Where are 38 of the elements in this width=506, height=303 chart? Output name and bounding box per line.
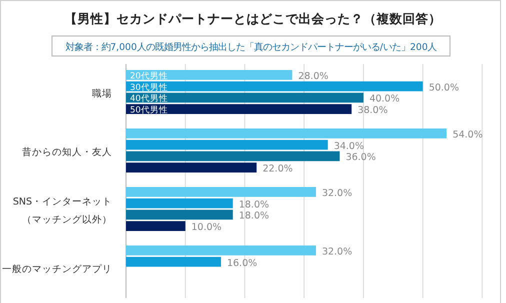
- y-tick-label: 一般のマッチングアプリ: [2, 262, 112, 275]
- bar: [126, 81, 423, 92]
- bar: [126, 198, 233, 208]
- y-tick-label: 昔からの知人・友人: [22, 146, 112, 158]
- data-label: 32.0%: [322, 188, 352, 199]
- data-label: 16.0%: [226, 258, 258, 269]
- bar: [126, 256, 221, 267]
- chart-subtitle: 対象者：約7,000人の既婚男性から抽出した「真のセカンドパートナーがいる/いた」200人: [65, 42, 437, 53]
- y-tick-label: 職場: [92, 87, 112, 100]
- data-label: 40.0%: [369, 94, 400, 105]
- data-label: 22.0%: [262, 164, 293, 174]
- data-label: 54.0%: [452, 129, 483, 140]
- data-label: 10.0%: [191, 222, 222, 233]
- series-label: 20代男性: [130, 70, 168, 82]
- bar: [126, 70, 292, 80]
- bar: [126, 140, 328, 150]
- bar: [126, 187, 316, 197]
- data-label: 28.0%: [298, 70, 328, 82]
- series-label: 50代男性: [130, 104, 168, 116]
- bar: [126, 221, 186, 231]
- series-label: 40代男性: [130, 93, 168, 104]
- data-label: 36.0%: [346, 152, 376, 164]
- data-label: 38.0%: [358, 105, 388, 116]
- bar: [126, 104, 352, 114]
- data-label: 18.0%: [238, 199, 270, 210]
- data-label: 32.0%: [322, 246, 352, 258]
- data-label: 50.0%: [428, 82, 460, 94]
- bar: [126, 162, 257, 172]
- bar: [126, 210, 233, 220]
- bar: [126, 92, 364, 103]
- data-label: 34.0%: [334, 140, 364, 152]
- data-label: 18.0%: [238, 210, 270, 222]
- bar: [126, 246, 316, 256]
- bar: [126, 128, 447, 138]
- y-tick-label: SNS・インターネット（マッチング以外）: [12, 196, 112, 226]
- chart-title: 【男性】セカンドパートナーとはどこで出会った？（複数回答）: [64, 11, 442, 26]
- bar: [126, 151, 340, 162]
- series-label: 30代男性: [130, 82, 168, 93]
